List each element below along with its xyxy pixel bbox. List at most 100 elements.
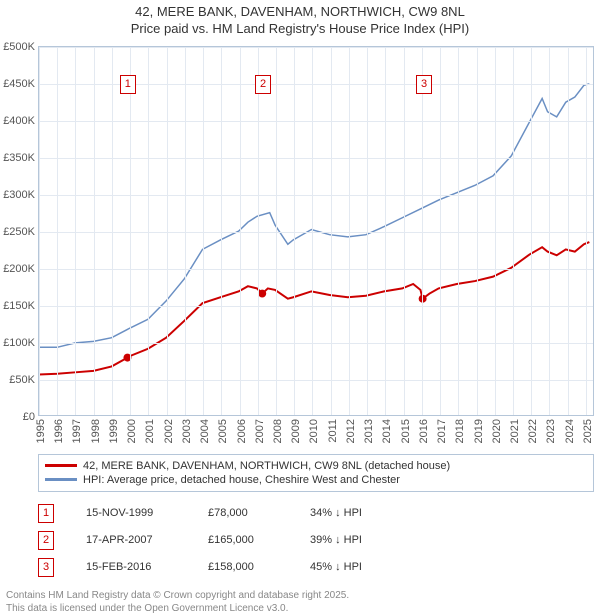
gridline-v xyxy=(221,47,222,415)
x-axis-label: 2008 xyxy=(272,419,284,443)
x-axis-label: 2014 xyxy=(381,419,393,443)
x-axis-label: 2013 xyxy=(363,419,375,443)
sale-date: 15-FEB-2016 xyxy=(86,561,176,573)
sale-delta: 34% ↓ HPI xyxy=(310,507,400,519)
legend-swatch xyxy=(45,464,77,467)
gridline-v xyxy=(349,47,350,415)
footer-attribution: Contains HM Land Registry data © Crown c… xyxy=(6,589,594,615)
gridline-v xyxy=(513,47,514,415)
sale-row-marker: 1 xyxy=(38,504,54,523)
x-axis-label: 2019 xyxy=(473,419,485,443)
gridline-v xyxy=(258,47,259,415)
x-axis-label: 2015 xyxy=(400,419,412,443)
y-axis-label: £400K xyxy=(3,115,35,127)
sale-date: 17-APR-2007 xyxy=(86,534,176,546)
x-axis-label: 2006 xyxy=(236,419,248,443)
legend: 42, MERE BANK, DAVENHAM, NORTHWICH, CW9 … xyxy=(38,454,594,492)
gridline-v xyxy=(240,47,241,415)
gridline-v xyxy=(312,47,313,415)
y-axis-label: £50K xyxy=(9,374,35,386)
x-axis-label: 2009 xyxy=(290,419,302,443)
gridline-h xyxy=(39,158,593,159)
gridline-v xyxy=(203,47,204,415)
legend-label: 42, MERE BANK, DAVENHAM, NORTHWICH, CW9 … xyxy=(83,460,450,472)
gridline-v xyxy=(385,47,386,415)
legend-row: 42, MERE BANK, DAVENHAM, NORTHWICH, CW9 … xyxy=(45,459,587,473)
title-line-1: 42, MERE BANK, DAVENHAM, NORTHWICH, CW9 … xyxy=(0,4,600,21)
sale-row: 1 15-NOV-1999 £78,000 34% ↓ HPI xyxy=(38,500,594,527)
x-axis-label: 2011 xyxy=(327,419,339,443)
gridline-v xyxy=(586,47,587,415)
gridline-v xyxy=(422,47,423,415)
x-axis-label: 2003 xyxy=(181,419,193,443)
sale-price: £78,000 xyxy=(208,507,278,519)
gridline-v xyxy=(94,47,95,415)
sale-dot xyxy=(258,289,266,297)
x-axis-label: 2024 xyxy=(564,419,576,443)
gridline-v xyxy=(39,47,40,415)
y-axis-label: £150K xyxy=(3,300,35,312)
footer-line-1: Contains HM Land Registry data © Crown c… xyxy=(6,589,594,602)
legend-row: HPI: Average price, detached house, Ches… xyxy=(45,473,587,487)
gridline-h xyxy=(39,232,593,233)
title-line-2: Price paid vs. HM Land Registry's House … xyxy=(0,21,600,38)
gridline-h xyxy=(39,343,593,344)
y-axis-label: £300K xyxy=(3,189,35,201)
gridline-v xyxy=(568,47,569,415)
sale-row-marker: 3 xyxy=(38,558,54,577)
gridline-v xyxy=(185,47,186,415)
gridline-h xyxy=(39,121,593,122)
x-axis-label: 1995 xyxy=(35,419,47,443)
sale-row: 2 17-APR-2007 £165,000 39% ↓ HPI xyxy=(38,527,594,554)
gridline-v xyxy=(458,47,459,415)
x-axis-label: 2007 xyxy=(254,419,266,443)
sale-price: £158,000 xyxy=(208,561,278,573)
gridline-v xyxy=(294,47,295,415)
x-axis-label: 2018 xyxy=(454,419,466,443)
x-axis-label: 2010 xyxy=(308,419,320,443)
gridline-v xyxy=(167,47,168,415)
footer-line-2: This data is licensed under the Open Gov… xyxy=(6,602,594,615)
gridline-v xyxy=(148,47,149,415)
gridline-h xyxy=(39,195,593,196)
gridline-v xyxy=(549,47,550,415)
legend-swatch xyxy=(45,478,77,481)
gridline-v xyxy=(57,47,58,415)
chart-plot-area: £0£50K£100K£150K£200K£250K£300K£350K£400… xyxy=(38,46,594,416)
gridline-h xyxy=(39,47,593,48)
y-axis-label: £0 xyxy=(23,411,35,423)
y-axis-label: £200K xyxy=(3,263,35,275)
x-axis-label: 2025 xyxy=(582,419,594,443)
gridline-v xyxy=(495,47,496,415)
sale-delta: 39% ↓ HPI xyxy=(310,534,400,546)
sales-table: 1 15-NOV-1999 £78,000 34% ↓ HPI 2 17-APR-2007… xyxy=(38,500,594,581)
sale-row: 315-FEB-2016£158,00045% ↓ HPI xyxy=(38,554,594,581)
series-line xyxy=(39,242,589,374)
gridline-v xyxy=(440,47,441,415)
x-axis-label: 1996 xyxy=(53,419,65,443)
gridline-h xyxy=(39,306,593,307)
chart-svg xyxy=(39,47,593,415)
x-axis-label: 2001 xyxy=(144,419,156,443)
gridline-v xyxy=(477,47,478,415)
sale-date: 15-NOV-1999 xyxy=(86,507,176,519)
x-axis-label: 2020 xyxy=(491,419,503,443)
sale-marker-1: 1 xyxy=(120,75,136,94)
legend-label: HPI: Average price, detached house, Ches… xyxy=(83,474,400,486)
y-axis-label: £350K xyxy=(3,152,35,164)
y-axis-label: £100K xyxy=(3,337,35,349)
sale-marker-3: 3 xyxy=(416,75,432,94)
y-axis-label: £500K xyxy=(3,41,35,53)
x-axis-label: 2000 xyxy=(126,419,138,443)
gridline-v xyxy=(367,47,368,415)
series-line xyxy=(39,84,589,347)
y-axis-label: £250K xyxy=(3,226,35,238)
sale-row-marker: 2 xyxy=(38,531,54,550)
x-axis-label: 2022 xyxy=(527,419,539,443)
sale-price: £165,000 xyxy=(208,534,278,546)
gridline-v xyxy=(130,47,131,415)
x-axis-label: 2023 xyxy=(545,419,557,443)
gridline-v xyxy=(404,47,405,415)
x-axis-label: 2021 xyxy=(509,419,521,443)
y-axis-label: £450K xyxy=(3,78,35,90)
